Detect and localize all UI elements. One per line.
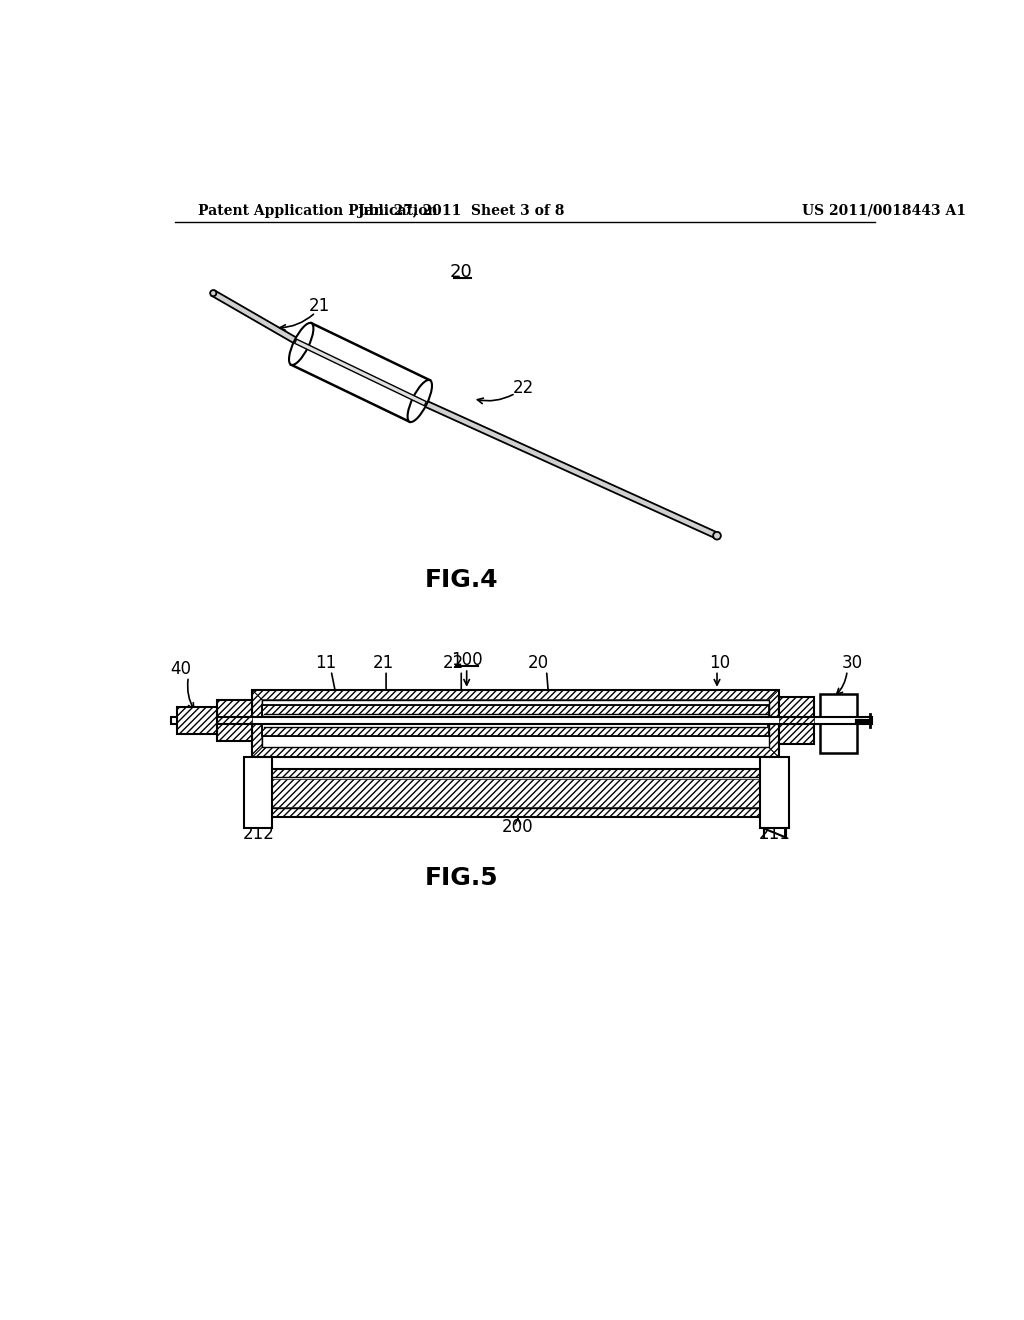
Polygon shape: [245, 758, 272, 829]
Polygon shape: [252, 689, 779, 758]
Polygon shape: [177, 708, 217, 734]
Text: Jan. 27, 2011  Sheet 3 of 8: Jan. 27, 2011 Sheet 3 of 8: [358, 203, 564, 218]
Text: 21: 21: [373, 653, 394, 672]
Text: 20: 20: [528, 653, 549, 672]
Polygon shape: [171, 717, 872, 725]
Polygon shape: [260, 777, 770, 808]
Text: Patent Application Publication: Patent Application Publication: [198, 203, 437, 218]
Polygon shape: [291, 323, 430, 422]
Ellipse shape: [289, 323, 313, 364]
Polygon shape: [262, 779, 769, 807]
Polygon shape: [262, 705, 769, 737]
Ellipse shape: [408, 380, 432, 422]
Text: 200: 200: [502, 818, 534, 836]
Text: 100: 100: [451, 652, 482, 669]
Polygon shape: [263, 714, 767, 726]
Text: US 2011/0018443 A1: US 2011/0018443 A1: [802, 203, 967, 218]
Circle shape: [713, 532, 721, 540]
Text: 30: 30: [842, 653, 863, 672]
Text: 11: 11: [315, 653, 336, 672]
Polygon shape: [419, 399, 718, 539]
Text: 10: 10: [710, 653, 730, 672]
Polygon shape: [262, 700, 769, 747]
Text: FIG.5: FIG.5: [424, 866, 498, 891]
Text: 211: 211: [759, 825, 791, 842]
Polygon shape: [820, 694, 856, 752]
Polygon shape: [779, 697, 814, 743]
Text: 40: 40: [170, 660, 191, 678]
Polygon shape: [252, 770, 779, 817]
Text: 21: 21: [309, 297, 330, 315]
Text: FIG.4: FIG.4: [424, 569, 498, 593]
Text: 22: 22: [442, 653, 464, 672]
Circle shape: [210, 290, 216, 296]
Text: 20: 20: [450, 264, 473, 281]
Text: 22: 22: [513, 379, 534, 397]
Polygon shape: [295, 339, 426, 405]
Polygon shape: [212, 290, 303, 347]
Polygon shape: [217, 700, 252, 742]
Text: 212: 212: [243, 825, 274, 842]
Polygon shape: [761, 758, 790, 829]
